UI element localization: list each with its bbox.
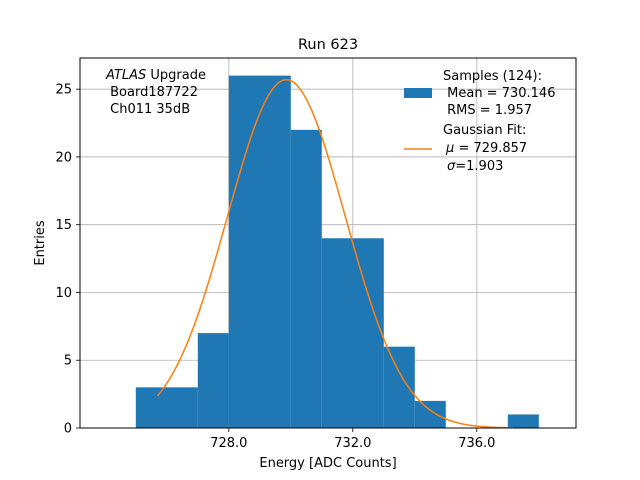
histogram-bar [228, 75, 291, 428]
y-tick-label: 25 [55, 83, 72, 98]
gaussian-fit [156, 78, 515, 429]
chart-title: Run 623 [298, 37, 358, 53]
x-tick-label: 736.0 [458, 436, 495, 451]
legend-mu-value: = 729.857 [454, 141, 527, 156]
histogram-bar [135, 387, 198, 428]
y-axis-label: Entries [33, 220, 48, 266]
annotation-experiment-name: ATLAS [105, 68, 146, 83]
x-tick-label: 732.0 [334, 436, 371, 451]
y-tick-label: 15 [55, 218, 72, 233]
y-tick-label: 10 [55, 286, 72, 301]
legend-fit-label: Gaussian Fit: [443, 123, 526, 138]
histogram-bar [290, 129, 322, 429]
y-tick-label: 5 [64, 354, 72, 369]
annotation-line-1: ATLAS Upgrade [105, 68, 206, 83]
legend-mu-symbol: μ [445, 141, 454, 156]
histogram-bars [135, 75, 539, 429]
annotation-channel: Ch011 35dB [106, 102, 190, 117]
histogram-bar [414, 400, 446, 428]
y-tick-label: 0 [64, 422, 72, 437]
legend: Samples (124): Mean = 730.146 RMS = 1.95… [404, 69, 555, 174]
legend-sigma-symbol: σ [447, 159, 456, 174]
legend-fit-mu: μ = 729.857 [445, 141, 527, 156]
legend-fit-sigma: σ=1.903 [447, 159, 503, 174]
x-axis: 728.0 732.0 736.0 [210, 428, 495, 451]
x-axis-label: Energy [ADC Counts] [259, 456, 396, 471]
gaussian-fit-curve [156, 78, 515, 429]
annotation-board: Board187722 [106, 85, 198, 100]
histogram-bar [321, 238, 384, 428]
run-annotation: ATLAS Upgrade Board187722 Ch011 35dB [105, 68, 206, 117]
annotation-experiment-suffix: Upgrade [146, 68, 206, 83]
histogram-bar [383, 346, 415, 428]
histogram-bar [507, 414, 539, 428]
y-axis: 0 5 10 15 20 25 [55, 83, 80, 437]
y-tick-label: 20 [55, 150, 72, 165]
legend-samples-label: Samples (124): [443, 69, 542, 84]
x-tick-label: 728.0 [210, 436, 247, 451]
legend-sigma-value: =1.903 [455, 159, 503, 174]
legend-samples-rms: RMS = 1.957 [443, 103, 532, 118]
histogram-bar [197, 333, 229, 428]
plot-frame [79, 57, 577, 429]
legend-samples-swatch [404, 88, 432, 98]
legend-samples-mean: Mean = 730.146 [443, 86, 555, 101]
